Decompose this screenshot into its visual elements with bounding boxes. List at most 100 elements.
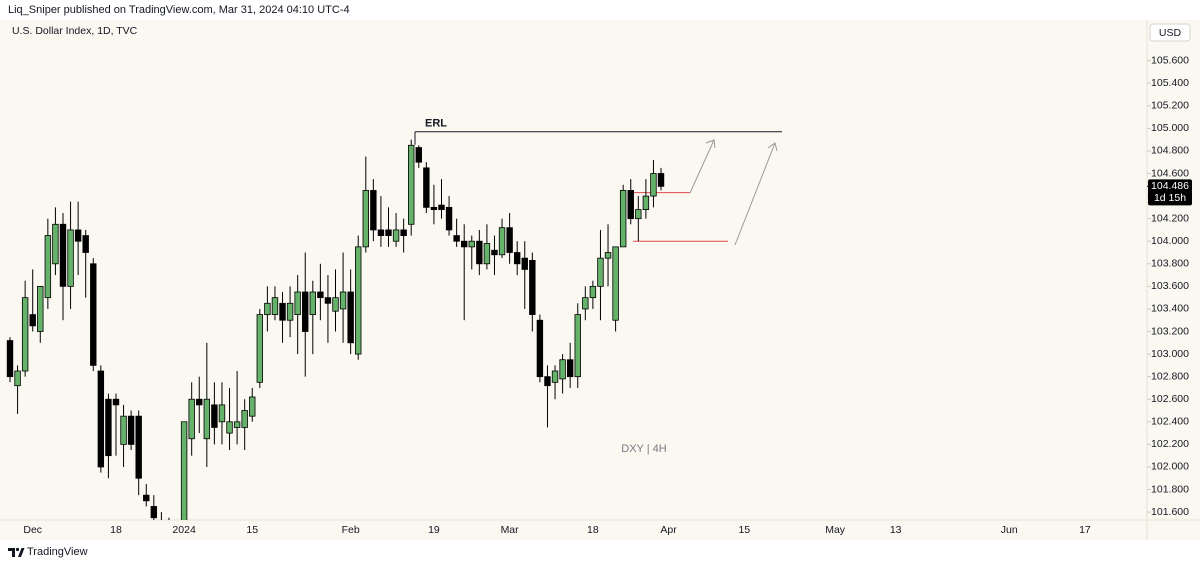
candle-body — [597, 257, 604, 287]
x-tick-label: 18 — [110, 524, 122, 536]
candle-body — [120, 415, 127, 445]
candle-body — [309, 291, 316, 315]
candle-body — [392, 229, 400, 242]
candle-body — [105, 398, 112, 457]
y-tick-label: 104.600 — [1151, 167, 1189, 179]
level-label: ERL — [425, 118, 447, 130]
candle-body — [506, 227, 513, 253]
candle-body — [642, 195, 650, 211]
x-tick-label: May — [825, 524, 846, 536]
candle-body — [559, 359, 566, 380]
candle-body — [302, 291, 309, 332]
candle-body — [453, 235, 460, 242]
candle-body — [604, 252, 612, 259]
logo-dot — [15, 547, 20, 552]
candle-body — [90, 263, 97, 366]
candle-body — [635, 209, 642, 220]
y-tick-label: 104.000 — [1151, 235, 1189, 247]
candle-body — [423, 167, 430, 208]
candle-body — [279, 302, 286, 321]
y-tick-label: 105.600 — [1151, 54, 1189, 66]
last-price-box — [1148, 179, 1192, 206]
x-tick-label: 19 — [428, 524, 440, 536]
candle-body — [460, 240, 468, 248]
y-tick-label: 103.200 — [1151, 325, 1189, 337]
candle-body — [286, 302, 294, 321]
candle-body — [59, 223, 67, 287]
candle-body — [180, 421, 188, 520]
currency-box[interactable] — [1149, 23, 1191, 42]
candle-body — [339, 291, 347, 310]
last-price-label: 104.486 — [1151, 180, 1189, 192]
candle-body — [44, 235, 52, 299]
footer-text: TradingView — [27, 546, 88, 558]
y-tick-label: 103.400 — [1151, 303, 1189, 315]
candle-body — [657, 173, 665, 187]
candle-body — [29, 314, 36, 327]
x-tick-label: Apr — [660, 524, 677, 536]
x-tick-label: 2024 — [172, 524, 196, 536]
y-tick-label: 105.400 — [1151, 77, 1189, 89]
candle-body — [362, 190, 369, 248]
candle-body — [112, 398, 120, 406]
y-tick-label: 103.600 — [1151, 280, 1189, 292]
candle-body — [551, 370, 559, 383]
candle-body — [127, 415, 135, 445]
candle-body — [67, 229, 74, 287]
candle-body — [513, 252, 521, 265]
candle-body — [196, 398, 203, 406]
x-tick-label: Feb — [342, 524, 360, 536]
candle-body — [574, 314, 581, 378]
candle-body — [226, 421, 233, 434]
x-tick-label: 15 — [738, 524, 750, 536]
chart-title: U.S. Dollar Index, 1D, TVC — [12, 25, 138, 37]
candle-body — [468, 240, 475, 248]
candle-body — [82, 235, 89, 253]
candle-body — [249, 396, 256, 417]
candle-body — [332, 297, 339, 312]
candle-body — [233, 421, 241, 428]
candle-body — [582, 297, 589, 310]
candle-body — [264, 302, 271, 315]
candle-body — [6, 340, 14, 378]
candle-body — [430, 206, 438, 211]
candle-body — [589, 285, 597, 299]
candle-body — [97, 370, 105, 468]
candle-body — [498, 227, 506, 256]
y-tick-label: 105.000 — [1151, 122, 1189, 134]
y-tick-label: 102.000 — [1151, 461, 1189, 473]
candle-body — [370, 190, 377, 231]
y-tick-label: 101.800 — [1151, 483, 1189, 495]
candle-body — [150, 506, 158, 519]
y-tick-label: 101.600 — [1151, 506, 1189, 518]
footer-bar — [0, 540, 1200, 565]
candle-body — [294, 291, 301, 315]
candle-body — [355, 246, 362, 355]
candle-body — [271, 297, 279, 315]
candle-body — [544, 376, 551, 387]
arrow-line — [734, 142, 776, 246]
candle-body — [324, 297, 332, 304]
candle-body — [317, 291, 324, 299]
candle-body — [400, 229, 407, 236]
arrow-head — [767, 142, 778, 152]
y-tick-label: 103.800 — [1151, 258, 1189, 270]
candle-body — [347, 291, 354, 344]
currency-label[interactable]: USD — [1159, 27, 1182, 39]
header-text: Liq_Sniper published on TradingView.com,… — [8, 4, 350, 16]
candle-body — [445, 206, 453, 231]
candle-body — [650, 173, 657, 197]
x-tick-label: Dec — [23, 524, 42, 536]
projection-arrows — [689, 139, 778, 246]
candle-body — [491, 249, 498, 256]
candle-body — [385, 229, 392, 236]
arrow-head — [705, 139, 716, 149]
arrow-line — [689, 139, 715, 194]
logo-shape — [8, 548, 15, 557]
y-tick-label: 103.000 — [1151, 348, 1189, 360]
plot-area — [6, 131, 782, 520]
candle-body — [619, 190, 627, 248]
y-tick-label: 102.200 — [1151, 438, 1189, 450]
candle-body — [529, 260, 536, 315]
